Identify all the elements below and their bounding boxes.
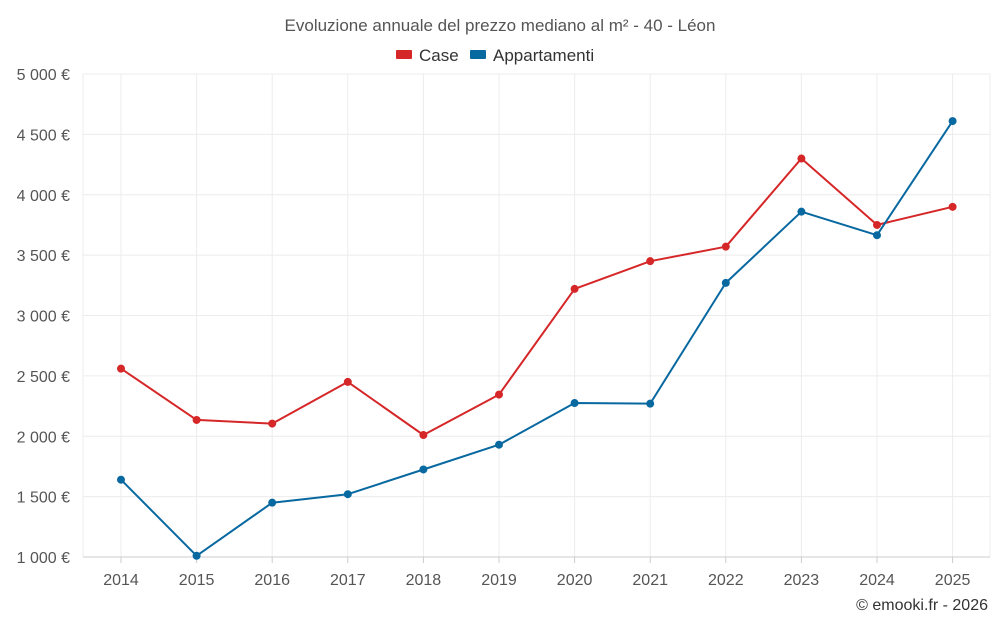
legend-swatch-appartamenti [470,50,486,59]
data-point-appartamenti[interactable] [117,475,125,484]
legend-label-case: Case [419,46,459,65]
y-tick-label: 1 000 € [17,550,70,567]
legend-label-appartamenti: Appartamenti [493,46,594,65]
data-point-appartamenti[interactable] [343,490,352,499]
data-point-case[interactable] [721,242,730,251]
y-tick-label: 3 500 € [17,248,70,265]
y-tick-label: 3 000 € [17,309,70,326]
y-tick-label: 5 000 € [17,67,70,84]
x-tick-label: 2017 [330,572,366,589]
x-tick-label: 2025 [935,572,971,589]
x-tick-label: 2015 [179,572,215,589]
data-point-case[interactable] [873,220,881,229]
data-point-appartamenti[interactable] [948,117,957,126]
data-point-appartamenti[interactable] [797,207,806,216]
chart-title: Evoluzione annuale del prezzo mediano al… [285,16,716,35]
legend-item-case[interactable]: Case [396,46,459,65]
y-tick-label: 4 500 € [17,127,70,144]
data-point-case[interactable] [646,257,655,266]
data-point-appartamenti[interactable] [192,551,201,560]
data-point-case[interactable] [343,377,352,386]
data-point-appartamenti[interactable] [873,231,881,240]
x-tick-label: 2014 [103,572,139,589]
data-point-case[interactable] [192,415,201,424]
x-tick-label: 2020 [557,572,593,589]
data-point-appartamenti[interactable] [419,465,428,474]
data-point-case[interactable] [495,390,503,399]
data-point-appartamenti[interactable] [646,399,655,408]
series-line-appartamenti [120,120,954,557]
credit-text: © emooki.fr - 2026 [856,597,988,614]
x-tick-label: 2016 [254,572,290,589]
grid [82,73,991,557]
data-point-case[interactable] [797,154,806,163]
data-point-appartamenti[interactable] [495,440,503,449]
legend-swatch-case [396,50,412,59]
x-tick-label: 2022 [708,572,744,589]
x-tick-label: 2023 [784,572,820,589]
series-line-case [120,157,954,436]
y-tick-label: 2 500 € [17,369,70,386]
x-tick-label: 2019 [481,572,517,589]
series [117,117,957,560]
data-point-appartamenti[interactable] [268,498,277,507]
x-tick-label: 2024 [859,572,895,589]
x-tick-label: 2018 [406,572,442,589]
data-point-case[interactable] [419,431,428,440]
data-point-case[interactable] [948,202,957,211]
y-tick-label: 4 000 € [17,188,70,205]
axes: 1 000 € 1 500 € 2 000 € 2 500 € 3 000 € 3 500… [17,67,990,589]
data-point-appartamenti[interactable] [721,278,730,287]
data-point-appartamenti[interactable] [570,399,579,408]
legend-item-appartamenti[interactable]: Appartamenti [470,46,594,65]
y-tick-label: 2 000 € [17,429,70,446]
data-point-case[interactable] [117,364,125,373]
x-tick-label: 2021 [632,572,668,589]
data-point-case[interactable] [570,284,579,293]
data-point-case[interactable] [268,419,277,428]
y-tick-label: 1 500 € [17,490,70,507]
legend: Case Appartamenti [396,46,594,65]
